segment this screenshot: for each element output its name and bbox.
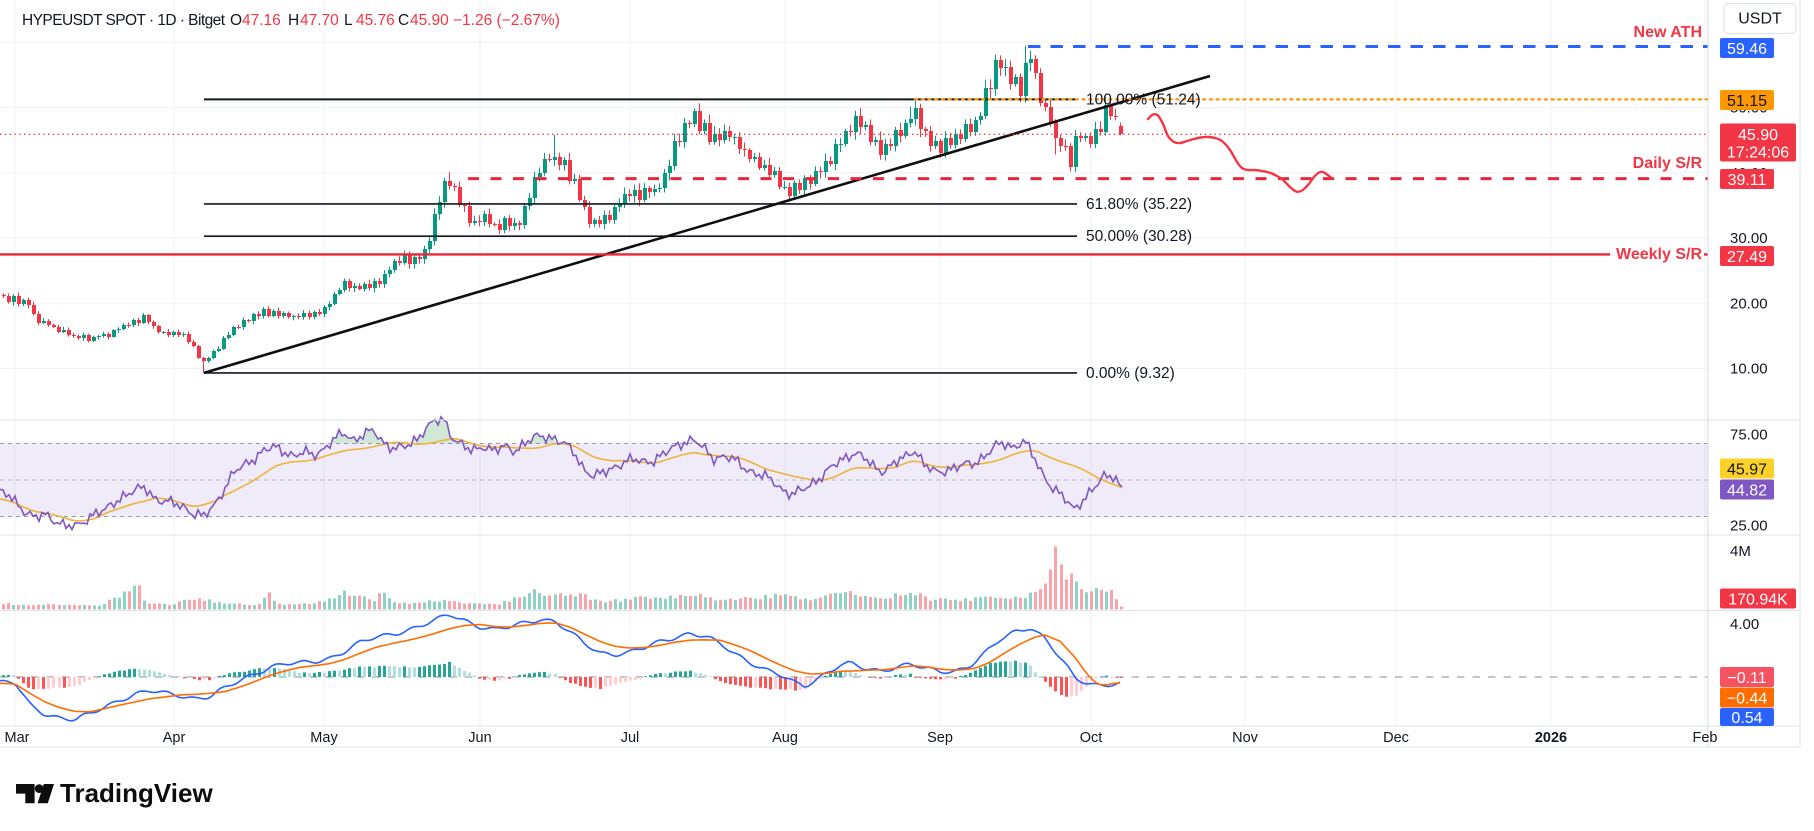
svg-text:0.54: 0.54 xyxy=(1731,710,1762,727)
svg-text:0.00% (9.32): 0.00% (9.32) xyxy=(1086,365,1175,382)
svg-text:10.00: 10.00 xyxy=(1730,361,1768,378)
svg-text:Jul: Jul xyxy=(621,730,640,746)
svg-text:−0.44: −0.44 xyxy=(1727,690,1768,707)
svg-text:59.46: 59.46 xyxy=(1727,41,1767,58)
svg-text:30.00: 30.00 xyxy=(1730,230,1768,247)
svg-text:45.76: 45.76 xyxy=(356,12,395,29)
svg-text:C: C xyxy=(398,12,409,29)
svg-text:100.00% (51.24): 100.00% (51.24) xyxy=(1086,91,1201,108)
svg-text:170.94K: 170.94K xyxy=(1728,591,1788,608)
svg-text:2026: 2026 xyxy=(1535,730,1567,746)
svg-text:50.00% (30.28): 50.00% (30.28) xyxy=(1086,228,1192,245)
svg-text:47.70: 47.70 xyxy=(300,12,339,29)
svg-text:TradingView: TradingView xyxy=(60,778,213,808)
svg-text:17:24:06: 17:24:06 xyxy=(1727,145,1789,162)
svg-text:45.97: 45.97 xyxy=(1727,461,1767,478)
svg-text:May: May xyxy=(310,730,338,746)
svg-text:Nov: Nov xyxy=(1232,730,1259,746)
svg-text:Daily S/R: Daily S/R xyxy=(1633,155,1703,172)
svg-text:USDT: USDT xyxy=(1738,11,1782,28)
svg-text:−0.11: −0.11 xyxy=(1727,670,1766,687)
svg-text:25.00: 25.00 xyxy=(1730,518,1768,535)
svg-text:−1.26 (−2.67%): −1.26 (−2.67%) xyxy=(453,12,560,29)
svg-text:75.00: 75.00 xyxy=(1730,426,1768,443)
svg-text:Oct: Oct xyxy=(1080,730,1103,746)
svg-text:61.80% (35.22): 61.80% (35.22) xyxy=(1086,196,1192,213)
svg-text:27.49: 27.49 xyxy=(1727,249,1767,266)
svg-text:Aug: Aug xyxy=(772,730,798,746)
svg-text:39.11: 39.11 xyxy=(1728,172,1767,189)
svg-text:Weekly S/R: Weekly S/R xyxy=(1616,246,1702,263)
svg-text:O: O xyxy=(230,12,242,29)
svg-text:HYPEUSDT SPOT · 1D · Bitget: HYPEUSDT SPOT · 1D · Bitget xyxy=(22,12,226,29)
svg-text:51.15: 51.15 xyxy=(1727,93,1767,110)
svg-text:Sep: Sep xyxy=(927,730,953,746)
svg-text:47.16: 47.16 xyxy=(242,12,281,29)
svg-text:H: H xyxy=(288,12,299,29)
svg-text:Jun: Jun xyxy=(468,730,491,746)
svg-text:4M: 4M xyxy=(1730,543,1751,560)
svg-text:44.82: 44.82 xyxy=(1727,482,1767,499)
svg-text:4.00: 4.00 xyxy=(1730,616,1759,633)
svg-text:45.90: 45.90 xyxy=(410,12,449,29)
svg-text:45.90: 45.90 xyxy=(1738,127,1778,144)
svg-text:Mar: Mar xyxy=(5,730,30,746)
svg-text:Feb: Feb xyxy=(1693,730,1718,746)
svg-text:Dec: Dec xyxy=(1383,730,1409,746)
svg-text:Apr: Apr xyxy=(163,730,186,746)
svg-text:20.00: 20.00 xyxy=(1730,295,1768,312)
svg-text:L: L xyxy=(344,12,353,29)
svg-text:New ATH: New ATH xyxy=(1634,24,1702,41)
